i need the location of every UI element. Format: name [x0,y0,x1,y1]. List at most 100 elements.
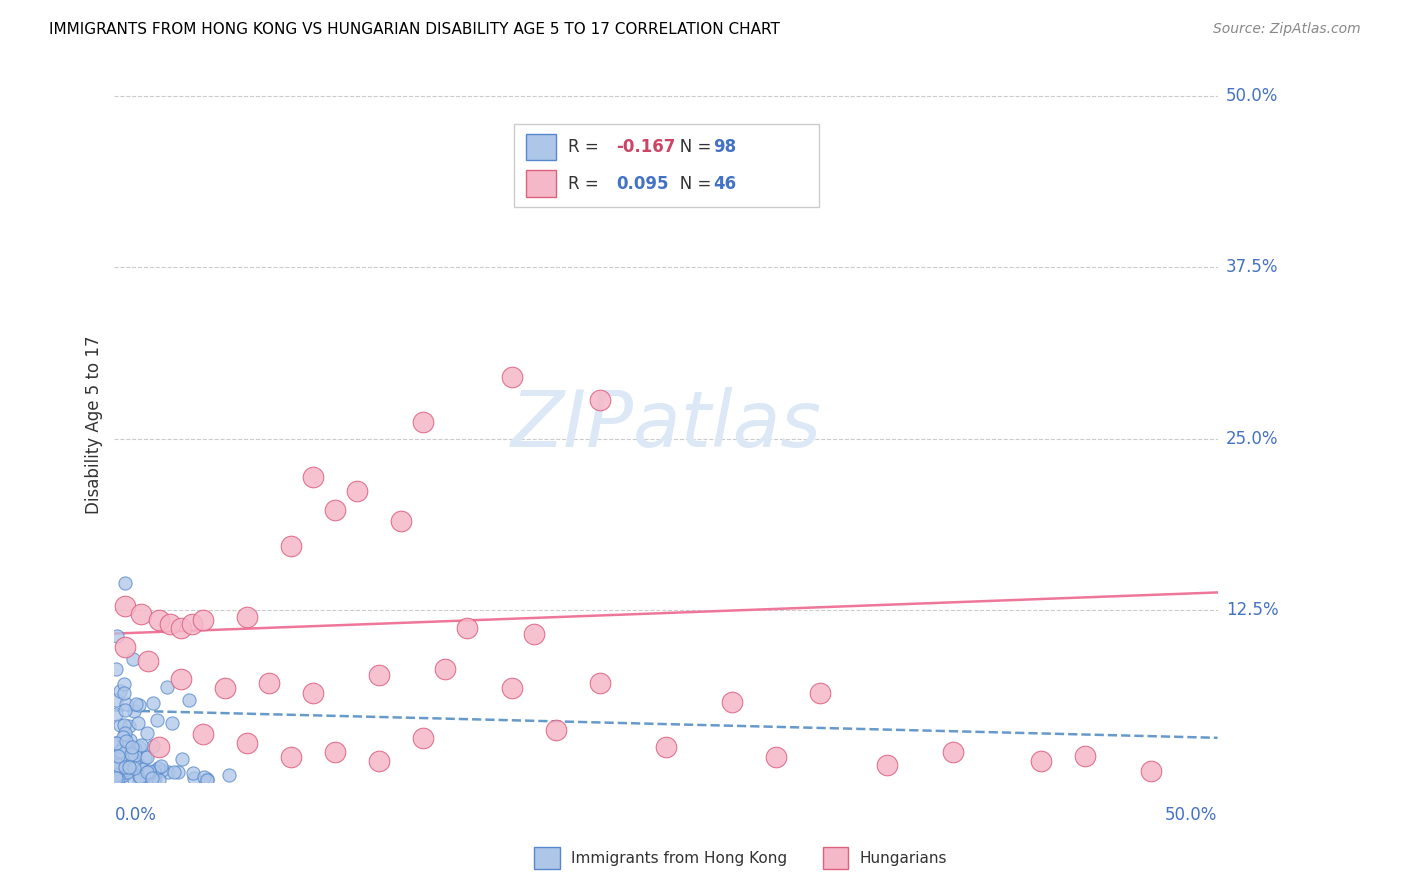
Point [150,759,173,773]
Point [114,760,136,774]
Point [124,748,146,763]
Point [150,763,173,777]
Point [122,760,145,774]
Point [112,767,135,781]
Point [167,764,190,779]
Point [114,599,136,614]
Point [146,761,169,775]
Point [142,739,165,754]
Point [112,740,135,755]
Point [118,719,141,733]
Point [191,727,214,741]
Point [143,771,166,785]
Point [323,503,346,517]
Point [127,716,149,731]
Point [156,680,179,694]
Text: 50.0%: 50.0% [1166,806,1218,824]
Point [136,765,159,780]
Point [183,771,205,785]
Text: 12.5%: 12.5% [1226,601,1278,619]
Point [128,739,150,754]
Point [114,725,136,739]
Point [195,772,218,786]
Point [115,734,138,748]
Point [112,740,135,755]
Point [148,773,170,788]
Point [810,685,832,699]
Text: -0.167: -0.167 [616,138,676,156]
Point [128,756,150,771]
Point [107,758,129,772]
Y-axis label: Disability Age 5 to 17: Disability Age 5 to 17 [86,336,103,515]
Point [214,681,236,696]
Point [117,765,139,780]
Point [105,761,128,775]
Point [128,769,150,783]
Point [114,640,136,655]
Point [942,745,965,759]
Point [236,736,259,750]
Point [112,676,135,690]
Point [107,748,129,763]
Point [115,697,138,711]
Text: Hungarians: Hungarians [859,851,946,865]
Point [412,731,434,745]
Point [180,617,202,632]
Text: 37.5%: 37.5% [1226,259,1278,277]
Point [141,772,163,786]
Point [108,750,131,764]
Text: N =: N = [664,175,717,193]
Point [110,769,132,783]
Point [105,761,128,775]
Point [142,764,165,778]
Point [122,704,145,718]
Point [129,770,152,784]
Text: R =: R = [568,138,605,156]
Point [501,370,523,384]
Text: ZIPatlas: ZIPatlas [510,387,821,463]
Point [122,773,145,788]
Point [160,716,183,731]
Point [112,763,135,777]
Point [876,758,898,772]
Point [111,751,134,765]
Point [191,613,214,627]
Point [118,760,141,774]
Point [142,773,165,788]
Point [148,613,170,627]
Point [368,667,391,681]
Point [118,733,141,747]
Point [104,765,127,780]
Point [115,740,138,755]
Point [129,738,152,752]
Point [105,756,128,771]
Point [121,652,143,666]
Point [128,698,150,713]
Point [412,416,434,430]
Point [434,662,457,676]
Text: Source: ZipAtlas.com: Source: ZipAtlas.com [1213,22,1361,37]
Point [134,749,156,764]
Point [135,750,157,764]
Point [323,745,346,759]
Text: 46: 46 [713,175,737,193]
Point [1140,764,1163,778]
Point [114,703,136,717]
Point [105,629,128,643]
Point [280,539,302,553]
Point [456,621,478,635]
Point [104,662,127,676]
Point [111,730,134,744]
Point [193,770,215,784]
Point [136,654,159,668]
Point [108,762,131,776]
Point [146,713,169,727]
Point [156,764,179,779]
Point [163,765,186,780]
Point [501,681,523,696]
Text: 98: 98 [713,138,737,156]
Point [105,693,128,707]
Point [280,750,302,764]
Point [138,773,160,788]
Point [138,764,160,779]
